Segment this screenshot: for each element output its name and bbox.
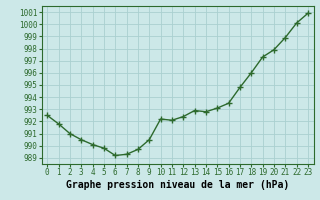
X-axis label: Graphe pression niveau de la mer (hPa): Graphe pression niveau de la mer (hPa) <box>66 180 289 190</box>
